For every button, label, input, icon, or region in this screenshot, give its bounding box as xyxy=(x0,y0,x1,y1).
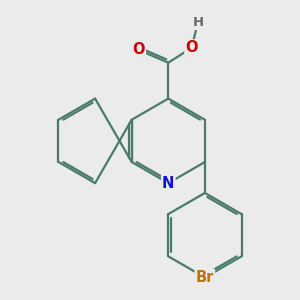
Text: Br: Br xyxy=(196,270,214,285)
Text: H: H xyxy=(192,16,203,29)
Text: O: O xyxy=(133,43,145,58)
Text: O: O xyxy=(185,40,198,56)
Text: N: N xyxy=(162,176,175,190)
